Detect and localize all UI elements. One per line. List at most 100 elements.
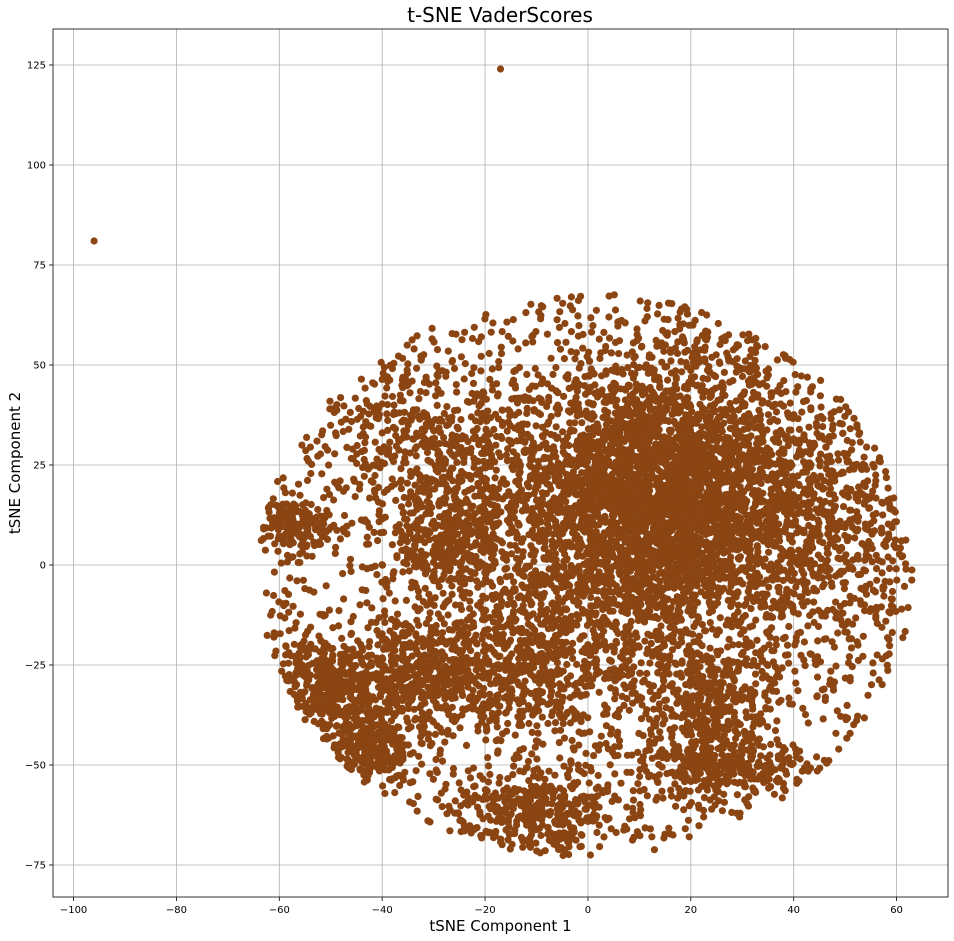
data-point <box>279 660 287 668</box>
data-point <box>602 342 610 351</box>
data-point <box>658 393 667 401</box>
data-point <box>461 328 469 336</box>
data-point <box>800 529 808 537</box>
data-point <box>452 381 460 389</box>
data-point <box>515 521 523 529</box>
data-point <box>340 642 348 650</box>
data-point <box>487 328 495 336</box>
data-point <box>770 647 778 655</box>
data-point <box>773 717 781 725</box>
data-point <box>636 772 644 781</box>
data-point <box>379 595 387 603</box>
data-point <box>893 576 901 584</box>
data-point <box>533 722 541 730</box>
data-point <box>879 585 887 594</box>
data-point <box>547 354 555 362</box>
data-point <box>638 342 646 350</box>
data-point <box>523 404 531 412</box>
data-point <box>261 546 269 554</box>
data-point <box>388 541 396 549</box>
data-point <box>457 353 465 361</box>
data-point <box>537 831 545 840</box>
data-point <box>454 406 462 414</box>
data-point <box>390 401 398 409</box>
data-point <box>879 511 887 519</box>
data-point <box>678 368 686 376</box>
data-point <box>595 688 603 696</box>
data-point <box>844 493 853 501</box>
data-point <box>560 762 568 770</box>
data-point <box>852 614 860 622</box>
data-points <box>90 65 916 860</box>
data-point <box>582 407 590 415</box>
data-point <box>460 375 468 383</box>
data-point <box>477 367 485 375</box>
data-point <box>614 751 622 760</box>
data-point <box>647 639 655 648</box>
data-point <box>374 537 382 545</box>
data-point <box>453 388 461 396</box>
data-point <box>379 782 387 790</box>
data-point <box>815 456 823 464</box>
data-point <box>441 738 449 746</box>
data-point <box>871 444 879 452</box>
data-point <box>549 370 557 378</box>
data-point <box>664 376 672 384</box>
data-point <box>337 394 345 402</box>
data-point <box>672 367 680 375</box>
data-point <box>466 774 475 782</box>
data-point <box>388 392 397 401</box>
data-point <box>538 713 546 721</box>
data-point <box>792 679 800 687</box>
data-point <box>805 423 813 431</box>
data-point <box>570 597 578 605</box>
data-point <box>800 638 809 646</box>
data-point <box>445 626 453 634</box>
data-point <box>667 357 675 365</box>
data-point <box>370 486 379 494</box>
data-point <box>399 508 408 516</box>
data-point <box>415 593 423 601</box>
data-point <box>260 525 268 533</box>
data-point <box>351 493 359 501</box>
data-point <box>593 828 601 837</box>
data-point <box>552 423 560 431</box>
data-point <box>568 736 576 745</box>
data-point <box>397 485 405 493</box>
data-point <box>770 415 778 424</box>
data-point <box>562 338 570 346</box>
data-point <box>552 363 560 372</box>
data-point <box>758 674 767 682</box>
data-point <box>358 563 366 571</box>
data-point <box>439 589 447 597</box>
data-point <box>664 582 673 591</box>
data-point <box>322 529 330 537</box>
data-point <box>342 670 350 679</box>
data-point <box>706 619 714 627</box>
data-point <box>577 360 585 368</box>
data-point <box>594 771 602 780</box>
data-point <box>403 714 411 722</box>
data-point <box>363 599 371 607</box>
data-point <box>397 465 405 473</box>
data-point <box>498 406 506 414</box>
data-point <box>611 770 619 778</box>
data-point <box>770 790 779 798</box>
data-point <box>514 546 522 554</box>
data-point <box>412 452 420 460</box>
data-point <box>497 432 505 441</box>
data-point <box>817 609 826 617</box>
data-point <box>587 593 595 602</box>
data-point <box>578 419 586 427</box>
data-point <box>701 627 710 635</box>
data-point <box>284 659 293 667</box>
data-point <box>869 586 877 594</box>
data-point <box>859 632 867 640</box>
data-point <box>757 752 765 760</box>
data-point <box>569 654 577 663</box>
data-point <box>329 624 337 632</box>
data-point <box>759 743 768 751</box>
data-point <box>331 549 339 558</box>
data-point <box>621 822 629 830</box>
data-point <box>734 601 742 609</box>
